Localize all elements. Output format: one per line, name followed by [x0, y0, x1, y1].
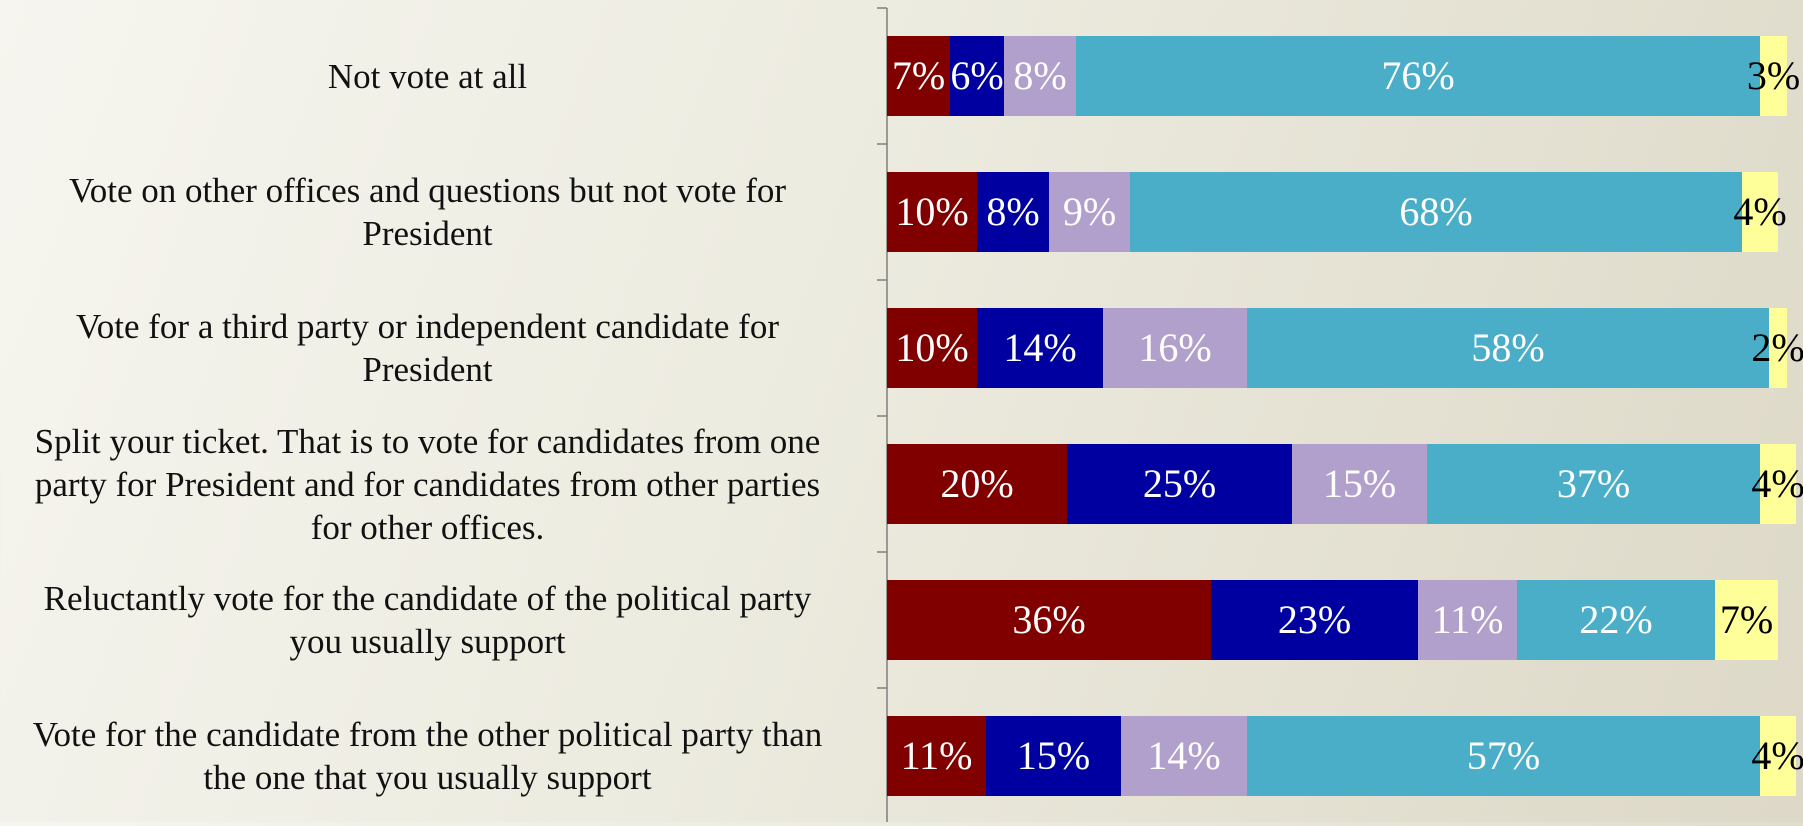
- bar-segment: [887, 580, 1211, 660]
- data-label: 6%: [950, 53, 1003, 98]
- data-label: 10%: [895, 189, 968, 234]
- data-label: 15%: [1323, 461, 1396, 506]
- category-label: Vote for the candidate from the other po…: [32, 715, 823, 797]
- data-label: 37%: [1557, 461, 1630, 506]
- data-label: 23%: [1278, 597, 1351, 642]
- category-label: Split your ticket. That is to vote for c…: [34, 421, 821, 547]
- bar-segment: [977, 172, 1049, 252]
- category-label: Reluctantly vote for the candidate of th…: [43, 579, 812, 661]
- bar-segment: [1076, 36, 1760, 116]
- bar-segment: [1760, 716, 1796, 796]
- bar-segment: [1418, 580, 1517, 660]
- bar-segment: [986, 716, 1121, 796]
- bar-segment: [887, 308, 977, 388]
- bar-segment: [1247, 716, 1760, 796]
- data-label: 7%: [892, 53, 945, 98]
- bar-segment: [1517, 580, 1715, 660]
- data-label: 14%: [1147, 733, 1220, 778]
- category-label: Vote for a third party or independent ca…: [76, 307, 779, 389]
- bar-segment: [950, 36, 1004, 116]
- data-label: 36%: [1012, 597, 1085, 642]
- data-label: 4%: [1751, 733, 1803, 778]
- bar-segment: [1427, 444, 1760, 524]
- data-label: 57%: [1467, 733, 1540, 778]
- bar-segment: [1211, 580, 1418, 660]
- bar-segment: [1004, 36, 1076, 116]
- bar-segment: [1130, 172, 1742, 252]
- bar-segment: [1103, 308, 1247, 388]
- bar-segment: [887, 444, 1067, 524]
- bar-segment: [1121, 716, 1247, 796]
- data-label: 25%: [1143, 461, 1216, 506]
- bar-segment: [1715, 580, 1778, 660]
- data-label: 9%: [1063, 189, 1116, 234]
- data-label: 10%: [895, 325, 968, 370]
- bar-segment: [887, 36, 950, 116]
- bar-segment: [887, 716, 986, 796]
- category-label: Vote on other offices and questions but …: [68, 171, 787, 253]
- data-label: 58%: [1471, 325, 1544, 370]
- bar-segment: [1760, 444, 1796, 524]
- category-label: Not vote at all: [327, 56, 528, 96]
- data-label: 4%: [1751, 461, 1803, 506]
- data-label: 11%: [1432, 597, 1504, 642]
- data-label: 15%: [1017, 733, 1090, 778]
- data-label: 14%: [1003, 325, 1076, 370]
- data-label: 2%: [1751, 325, 1803, 370]
- bar-segment: [1760, 36, 1787, 116]
- data-label: 22%: [1579, 597, 1652, 642]
- data-label: 8%: [1013, 53, 1066, 98]
- bar-segment: [1067, 444, 1292, 524]
- data-label: 4%: [1733, 189, 1786, 234]
- bar-segment: [1049, 172, 1130, 252]
- bar-segment: [1247, 308, 1769, 388]
- data-label: 20%: [940, 461, 1013, 506]
- data-label: 11%: [901, 733, 973, 778]
- data-label: 3%: [1747, 53, 1800, 98]
- bar-segment: [1769, 308, 1787, 388]
- data-label: 76%: [1381, 53, 1454, 98]
- bar-segment: [977, 308, 1103, 388]
- bar-segment: [1292, 444, 1427, 524]
- bar-segment: [1742, 172, 1778, 252]
- data-label: 68%: [1399, 189, 1472, 234]
- data-label: 16%: [1138, 325, 1211, 370]
- data-label: 8%: [986, 189, 1039, 234]
- data-label: 7%: [1720, 597, 1773, 642]
- bar-segment: [887, 172, 977, 252]
